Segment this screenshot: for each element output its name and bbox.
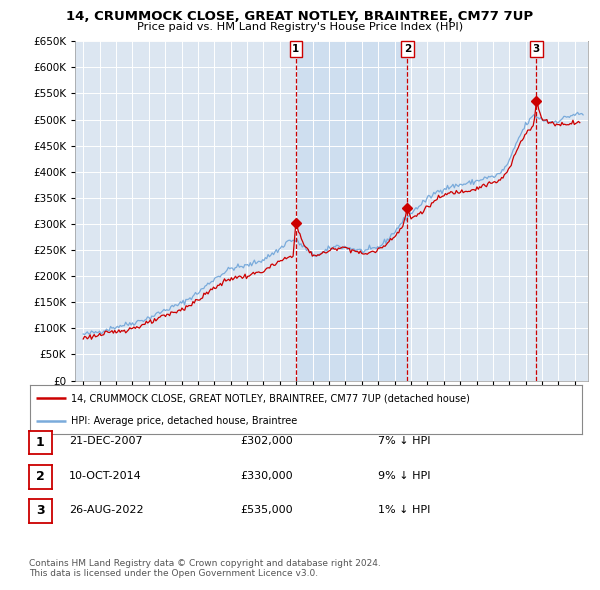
Text: 2: 2: [404, 44, 411, 54]
Text: 26-AUG-2022: 26-AUG-2022: [69, 505, 143, 514]
Text: 14, CRUMMOCK CLOSE, GREAT NOTLEY, BRAINTREE, CM77 7UP (detached house): 14, CRUMMOCK CLOSE, GREAT NOTLEY, BRAINT…: [71, 394, 470, 404]
Text: Contains HM Land Registry data © Crown copyright and database right 2024.: Contains HM Land Registry data © Crown c…: [29, 559, 380, 568]
Text: HPI: Average price, detached house, Braintree: HPI: Average price, detached house, Brai…: [71, 415, 298, 425]
Text: 1% ↓ HPI: 1% ↓ HPI: [378, 505, 430, 514]
Text: £330,000: £330,000: [240, 471, 293, 480]
Text: £302,000: £302,000: [240, 437, 293, 446]
Text: £535,000: £535,000: [240, 505, 293, 514]
Text: 14, CRUMMOCK CLOSE, GREAT NOTLEY, BRAINTREE, CM77 7UP: 14, CRUMMOCK CLOSE, GREAT NOTLEY, BRAINT…: [67, 10, 533, 23]
Text: 10-OCT-2014: 10-OCT-2014: [69, 471, 142, 480]
Text: 3: 3: [36, 504, 44, 517]
Text: 3: 3: [533, 44, 540, 54]
Text: 9% ↓ HPI: 9% ↓ HPI: [378, 471, 431, 480]
Text: Price paid vs. HM Land Registry's House Price Index (HPI): Price paid vs. HM Land Registry's House …: [137, 22, 463, 32]
Text: 1: 1: [36, 436, 44, 449]
Bar: [296, 41, 407, 381]
Text: 2: 2: [36, 470, 44, 483]
Text: This data is licensed under the Open Government Licence v3.0.: This data is licensed under the Open Gov…: [29, 569, 318, 578]
Text: 1: 1: [292, 44, 299, 54]
Text: 7% ↓ HPI: 7% ↓ HPI: [378, 437, 431, 446]
Text: 21-DEC-2007: 21-DEC-2007: [69, 437, 143, 446]
